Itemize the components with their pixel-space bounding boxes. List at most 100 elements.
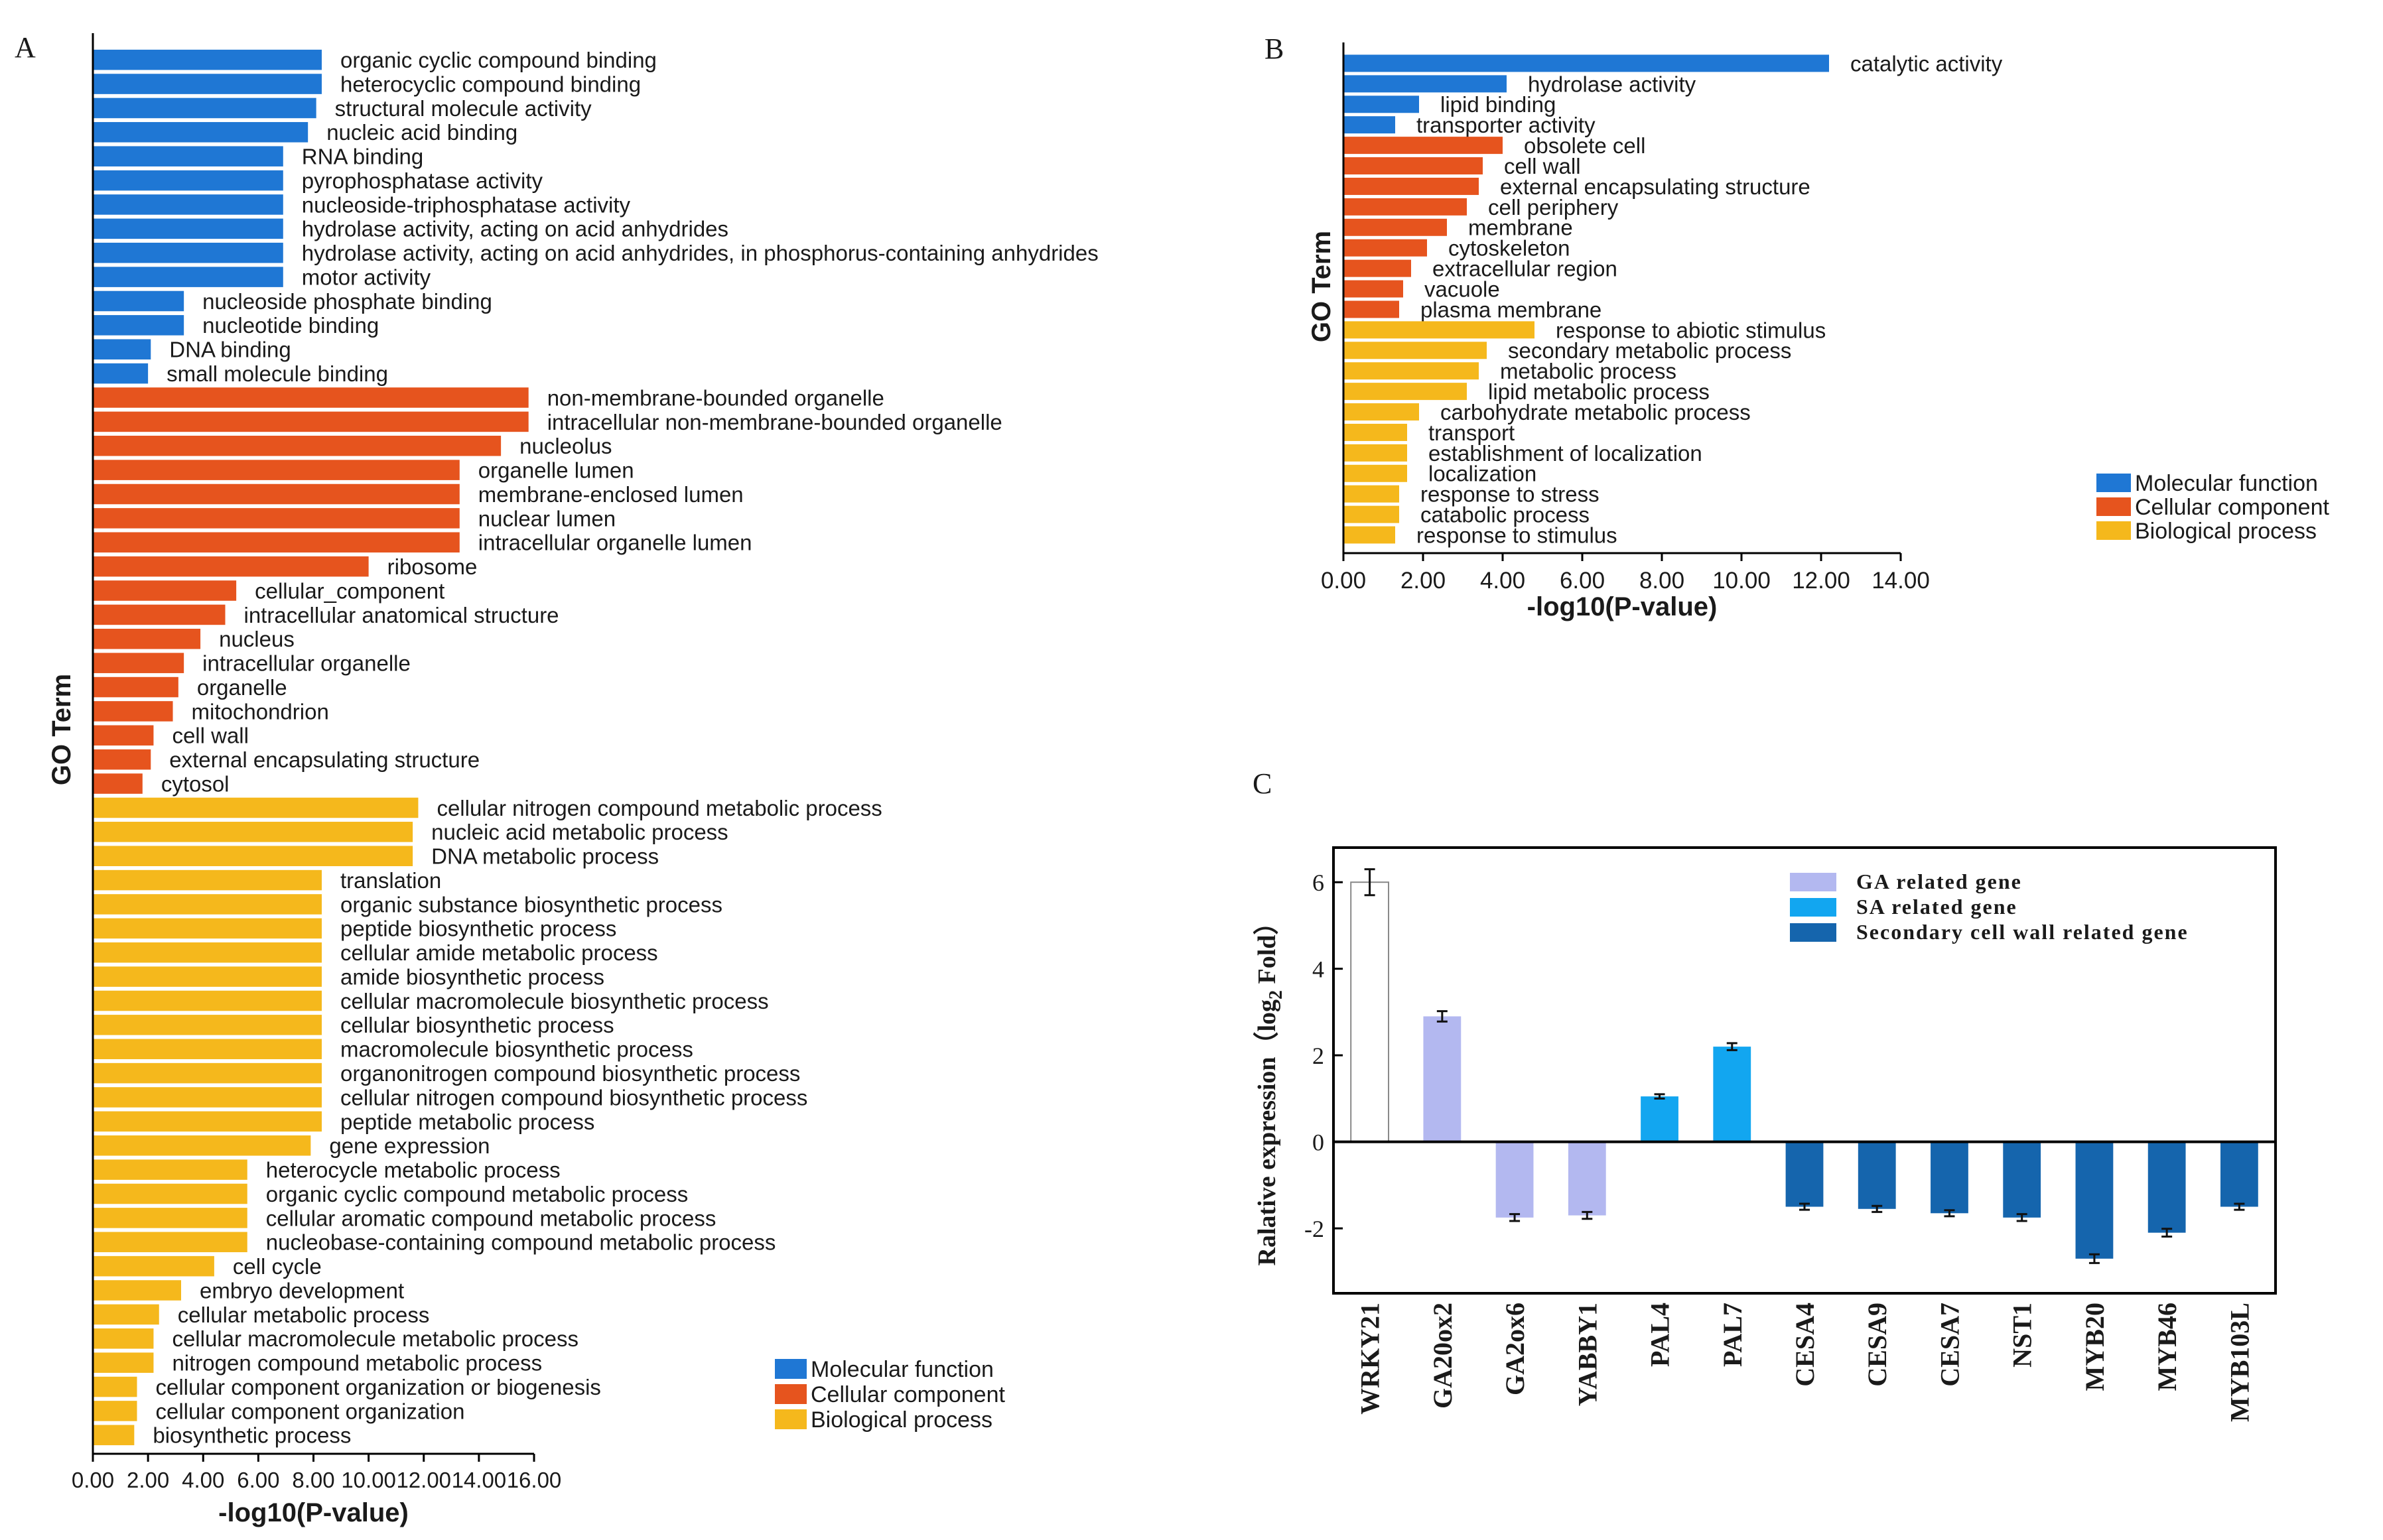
bar-dna-metabolic-process [93,846,413,866]
bar-amide-biosynthetic-process [93,966,322,987]
bar-carbohydrate-metabolic-process [1343,403,1419,421]
bar-label-cellular-biosynthetic-process: cellular biosynthetic process [340,1013,614,1037]
y-tick-label: 2 [1312,1043,1324,1069]
bar-cellular-biosynthetic-process [93,1015,322,1035]
bar-dna-binding [93,339,151,360]
bar-label-nucleus: nucleus [219,627,295,651]
bar-label-translation: translation [340,868,441,893]
bar-nucleoside-phosphate-binding [93,290,184,312]
bar-label-gene-expression: gene expression [329,1133,490,1158]
bar-transporter-activity [1343,116,1395,134]
bar-label-organic-substance-biosynthetic-process: organic substance biosynthetic process [340,892,722,917]
x-tick-label: 12.00 [1792,568,1850,594]
bar-label-small-molecule-binding: small molecule binding [167,361,388,386]
category-label-yabby1: YABBY1 [1572,1303,1602,1406]
panel-a-go-chart: organic cyclic compound bindingheterocyc… [15,31,1099,1527]
bar-pyrophosphatase-activity [93,170,283,191]
bar-cellular-nitrogen-compound-metabolic-process [93,797,419,818]
legend-swatch-biological [775,1409,807,1429]
bar-heterocycle-metabolic-process [93,1159,247,1180]
y-tick-label: 0 [1312,1129,1324,1156]
bar-ga20ox2 [1423,1016,1462,1142]
legend-label-biological: Biological process [2135,519,2317,544]
bar-pal7 [1713,1047,1751,1142]
plot-frame [1332,846,2277,1295]
bar-response-to-abiotic-stimulus [1343,321,1534,339]
category-label-wrky21: WRKY21 [1355,1303,1385,1415]
bar-label-intracellular-anatomical-structure: intracellular anatomical structure [244,603,559,627]
bar-label-cytoskeleton: cytoskeleton [1448,236,1570,261]
category-label-ga2ox6: GA2ox6 [1500,1303,1530,1395]
bar-label-organelle-lumen: organelle lumen [478,458,634,483]
bar-ga2ox6 [1495,1141,1534,1218]
x-tick-label: 0.00 [1321,568,1366,594]
bar-cell-cycle [93,1255,214,1277]
x-axis-title: -log10(P-value) [218,1498,409,1527]
bar-organic-cyclic-compound-metabolic-process [93,1183,247,1204]
bar-label-cell-wall: cell wall [1504,154,1581,178]
bar-hydrolase-activity [1343,75,1507,93]
bar-label-response-to-stress: response to stress [1420,482,1600,507]
bar-label-cellular-nitrogen-compound-biosynthetic-process: cellular nitrogen compound biosynthetic … [340,1085,807,1110]
bar-nucleolus [93,435,502,456]
bar-macromolecule-biosynthetic-process [93,1039,322,1060]
bar-secondary-metabolic-process [1343,342,1487,359]
legend-swatch-molecular [2096,474,2131,492]
bar-label-transporter-activity: transporter activity [1416,113,1596,137]
bar-label-secondary-metabolic-process: secondary metabolic process [1508,338,1791,363]
category-label-cesa9: CESA9 [1862,1303,1892,1387]
bar-nucleic-acid-binding [93,122,308,143]
legend-swatch-ga [1790,873,1836,891]
y-axis-title: GO Term [1307,231,1336,342]
bar-organic-cyclic-compound-binding [93,49,322,70]
category-label-nst1: NST1 [2008,1303,2037,1368]
bar-label-plasma-membrane: plasma membrane [1420,297,1601,322]
bar-label-nitrogen-compound-metabolic-process: nitrogen compound metabolic process [172,1351,542,1376]
bar-label-external-encapsulating-structure: external encapsulating structure [169,747,480,772]
bar-response-to-stress [1343,485,1399,503]
bar-label-peptide-metabolic-process: peptide metabolic process [340,1110,594,1134]
bar-cytoskeleton [1343,239,1427,257]
bar-cell-periphery [1343,198,1467,216]
bar-myb46 [2147,1141,2186,1233]
x-axis-title: -log10(P-value) [1527,592,1718,621]
bar-rna-binding [93,146,283,166]
bar-label-cellular-component-organization-or-biogenesis: cellular component organization or bioge… [156,1375,601,1399]
bar-myb20 [2075,1141,2114,1259]
bar-label-lipid-binding: lipid binding [1440,92,1556,117]
x-tick-label: 8.00 [1639,568,1684,594]
x-tick-label: 4.00 [182,1468,224,1492]
bar-label-ribosome: ribosome [387,554,478,579]
bar-extracellular-region [1343,259,1411,277]
legend-label-sa: SA related gene [1856,895,2017,919]
bar-label-nucleoside-phosphate-binding: nucleoside phosphate binding [202,289,492,314]
bar-cytosol [93,773,143,794]
bar-label-nucleoside-triphosphatase-activity: nucleoside-triphosphatase activity [302,192,631,217]
bar-non-membrane-bounded-organelle [93,387,529,408]
bar-establishment-of-localization [1343,444,1407,462]
bar-nuclear-lumen [93,508,460,529]
bar-cellular-component [93,580,237,601]
bar-label-intracellular-non-membrane-bounded-organelle: intracellular non-membrane-bounded organ… [547,410,1002,434]
bar-label-membrane-enclosed-lumen: membrane-enclosed lumen [478,482,744,507]
y-tick-label: -2 [1304,1216,1324,1242]
x-tick-label: 8.00 [292,1468,334,1492]
legend-swatch-cellular [2096,497,2131,516]
panel-letter: B [1264,32,1284,65]
bar-label-organic-cyclic-compound-binding: organic cyclic compound binding [340,48,657,72]
bar-label-response-to-stimulus: response to stimulus [1416,523,1617,547]
bar-label-vacuole: vacuole [1424,277,1500,301]
bar-label-motor-activity: motor activity [302,265,431,289]
legend-label-scw: Secondary cell wall related gene [1856,920,2189,944]
bar-translation [93,869,322,891]
bar-label-heterocycle-metabolic-process: heterocycle metabolic process [266,1158,561,1183]
bar-nucleoside-triphosphatase-activity [93,194,283,215]
x-tick-label: 6.00 [1560,568,1605,594]
bar-label-heterocyclic-compound-binding: heterocyclic compound binding [340,72,641,96]
bar-label-structural-molecule-activity: structural molecule activity [335,96,592,121]
bar-organic-substance-biosynthetic-process [93,894,322,915]
bar-structural-molecule-activity [93,97,316,119]
legend-label-cellular: Cellular component [811,1382,1005,1407]
bar-label-external-encapsulating-structure: external encapsulating structure [1500,174,1810,199]
